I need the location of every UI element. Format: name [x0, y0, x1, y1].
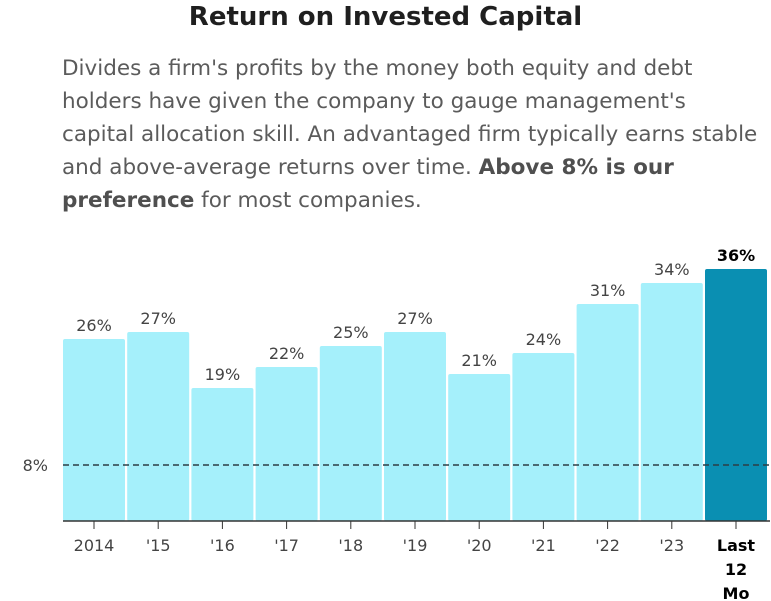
x-tick-label-3: '17 [274, 536, 299, 555]
bar-4 [319, 346, 382, 521]
x-tick-label-0: 2014 [74, 536, 115, 555]
value-label-2: 19% [205, 365, 241, 384]
value-label-0: 26% [76, 316, 112, 335]
description-emphasis: Above 8% is our preference [62, 155, 674, 213]
value-label-6: 21% [461, 351, 497, 370]
description-text: Divides a firm's profits by the money bo… [62, 56, 758, 180]
bar-8 [576, 304, 639, 521]
value-label-10: 36% [717, 246, 755, 265]
chart-title: Return on Invested Capital [188, 2, 583, 32]
bar-6 [448, 374, 511, 521]
bar-3 [255, 367, 318, 521]
value-label-1: 27% [140, 309, 176, 328]
description-text-end: for most companies. [194, 188, 422, 213]
value-label-9: 34% [654, 260, 690, 279]
bar-9 [640, 283, 703, 521]
x-tick-label-2: '16 [210, 536, 235, 555]
bar-10 [705, 269, 767, 521]
x-tick-label-5: '19 [403, 536, 428, 555]
bar-0 [63, 339, 125, 521]
x-tick-label-10-2: Mo [723, 584, 750, 601]
bar-1 [127, 332, 190, 521]
x-tick-label-7: '21 [531, 536, 556, 555]
bar-7 [512, 353, 575, 521]
value-label-3: 22% [269, 344, 305, 363]
bar-2 [191, 388, 254, 521]
x-tick-label-4: '18 [338, 536, 363, 555]
value-label-8: 31% [590, 281, 626, 300]
value-label-4: 25% [333, 323, 369, 342]
value-label-7: 24% [526, 330, 562, 349]
x-tick-label-1: '15 [146, 536, 171, 555]
x-tick-label-8: '22 [595, 536, 620, 555]
x-tick-label-10-0: Last [717, 536, 756, 555]
x-tick-label-10-1: 12 [725, 560, 747, 579]
x-tick-label-6: '20 [467, 536, 492, 555]
value-label-5: 27% [397, 309, 433, 328]
reference-line-label: 8% [23, 456, 48, 475]
x-tick-label-9: '23 [659, 536, 684, 555]
bar-5 [384, 332, 446, 521]
chart-description: Divides a firm's profits by the money bo… [62, 52, 762, 217]
